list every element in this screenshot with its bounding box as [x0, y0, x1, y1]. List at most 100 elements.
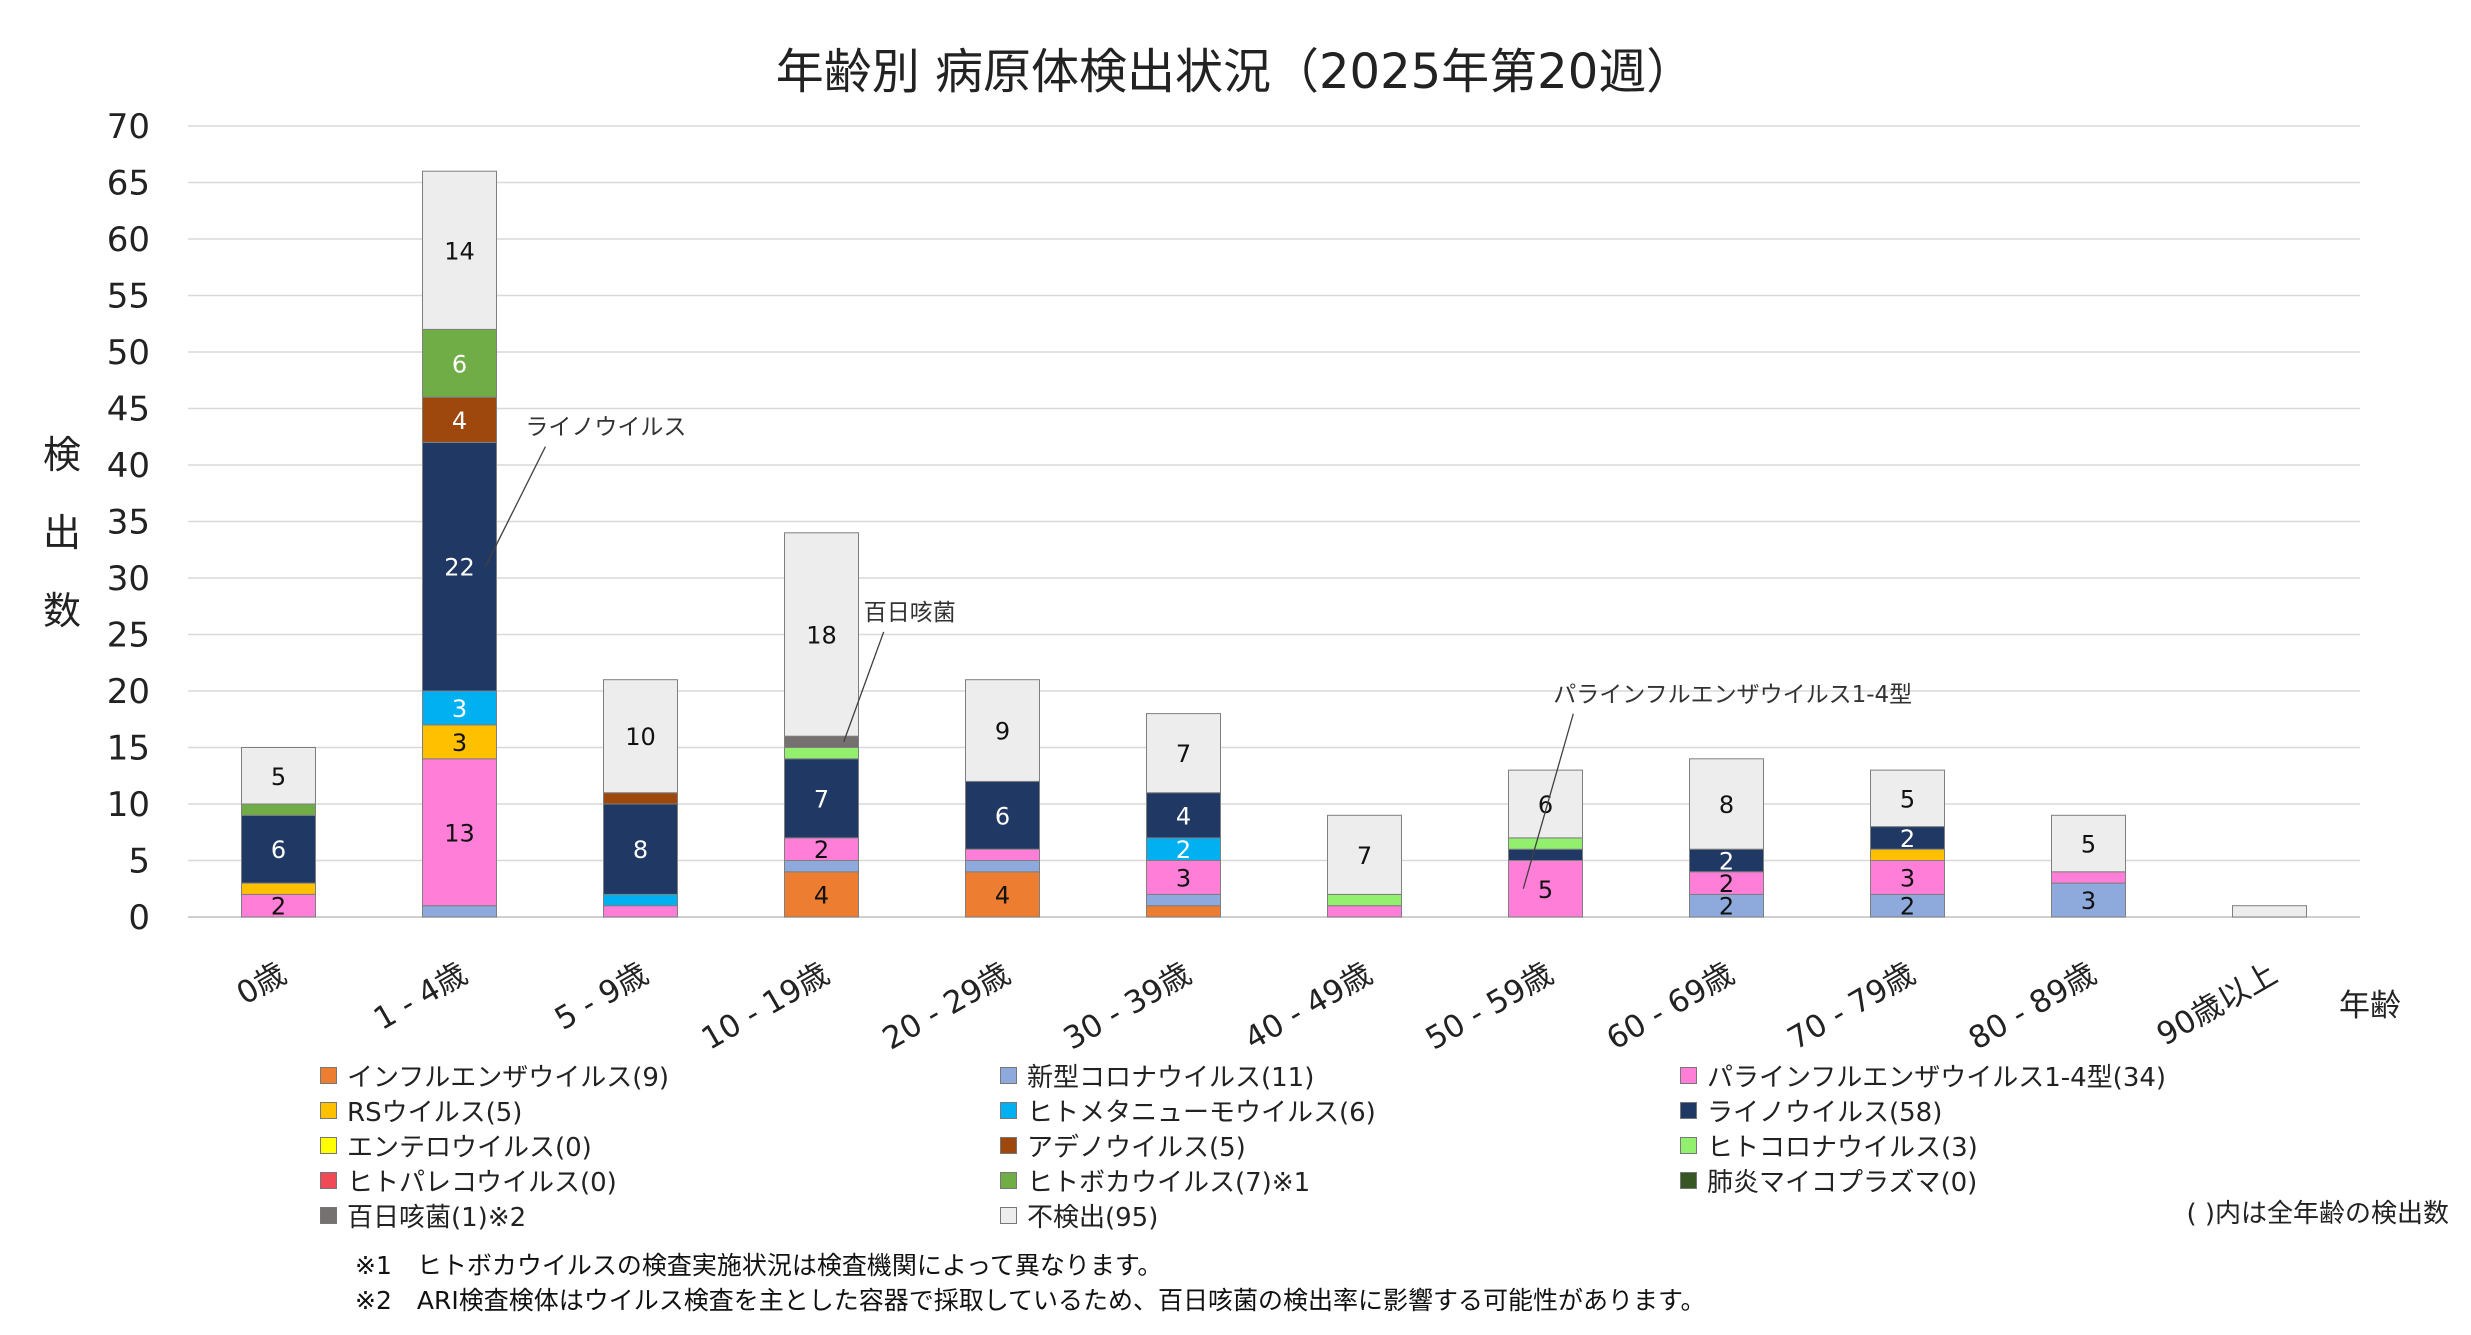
bar-segment	[603, 792, 678, 805]
data-label: 3	[452, 729, 467, 757]
legend-item: 不検出(95)	[1000, 1197, 1158, 1234]
bar-segment	[1327, 905, 1402, 918]
y-tick-label: 0	[128, 898, 150, 938]
legend-swatch	[1000, 1172, 1017, 1189]
bar-segment	[241, 814, 316, 884]
data-label: 6	[452, 350, 467, 378]
y-axis-label: 数	[43, 589, 81, 633]
bar-segment	[1508, 837, 1583, 850]
bar-segment	[422, 758, 497, 907]
x-tick-label: 40 - 49歳	[1239, 956, 1379, 1050]
bar-segment	[784, 532, 859, 737]
bar-segment	[603, 905, 678, 918]
bar-segment	[2051, 814, 2126, 873]
bar-segment	[1146, 792, 1221, 839]
y-axis-label: 検	[43, 433, 81, 477]
legend-swatch	[320, 1067, 337, 1084]
legend-label: ヒトボカウイルス(7)※1	[1027, 1168, 1311, 1198]
legend-label: 不検出(95)	[1027, 1203, 1159, 1233]
bar-segment	[1146, 860, 1221, 895]
data-label: 2	[1900, 825, 1915, 853]
bar-segment	[784, 747, 859, 760]
footnote-2: ※2 ARI検査検体はウイルス検査を主とした容器で採取しているため、百日咳菌の検…	[355, 1286, 1706, 1315]
bar-segment	[784, 735, 859, 749]
legend-item: ヒトメタニューモウイルス(6)	[1000, 1092, 1376, 1129]
bar-segment	[1508, 769, 1583, 839]
y-tick-label: 10	[107, 785, 150, 825]
y-tick-label: 20	[107, 672, 150, 712]
callout-leader	[843, 631, 885, 743]
legend-label: アデノウイルス(5)	[1027, 1133, 1246, 1163]
legend-item: ヒトパレコウイルス(0)	[320, 1162, 617, 1199]
legend-item: エンテロウイルス(0)	[320, 1127, 592, 1164]
bar-segment	[241, 747, 316, 805]
y-tick-label: 55	[107, 277, 150, 317]
legend-label: インフルエンザウイルス(9)	[347, 1063, 670, 1093]
bar-segment	[965, 848, 1040, 862]
data-label: 7	[1176, 740, 1191, 768]
data-label: 4	[995, 881, 1010, 909]
legend-swatch	[1000, 1102, 1017, 1119]
data-label: 13	[444, 819, 475, 847]
bar-segment	[965, 679, 1040, 782]
bar-segment	[2051, 871, 2126, 884]
x-tick-label: 1 - 4歳	[368, 956, 474, 1038]
data-label: 2	[1719, 893, 1734, 921]
data-label: 9	[995, 718, 1010, 746]
y-tick-label: 30	[107, 559, 150, 599]
bar-segment	[1508, 860, 1583, 918]
data-label: 2	[814, 836, 829, 864]
legend-item: アデノウイルス(5)	[1000, 1127, 1246, 1164]
data-label: 3	[452, 695, 467, 723]
bar-segment	[603, 893, 678, 907]
bar-segment	[1508, 848, 1583, 862]
bar-segment	[241, 803, 316, 816]
x-tick-label: 80 - 89歳	[1963, 956, 2103, 1050]
footnote-1: ※1 ヒトボカウイルスの検査実施状況は検査機関によって異なります。	[355, 1251, 1163, 1280]
x-tick-label: 90歳以上	[2151, 956, 2284, 1050]
data-label: 5	[2081, 831, 2096, 859]
legend: インフルエンザウイルス(9) 新型コロナウイルス(11) パラインフルエンザウイルス…	[320, 1057, 2440, 1237]
legend-count-note: ( )内は全年齢の検出数	[2186, 1199, 2449, 1229]
x-tick-label: 5 - 9歳	[549, 956, 655, 1038]
legend-swatch	[320, 1172, 337, 1189]
x-axis-label: 年齢	[2339, 988, 2401, 1024]
data-label: 5	[1538, 876, 1553, 904]
legend-label: 百日咳菌(1)※2	[347, 1203, 527, 1233]
legend-item: 新型コロナウイルス(11)	[1000, 1057, 1314, 1094]
bar-segment	[1689, 758, 1764, 850]
legend-label: ヒトメタニューモウイルス(6)	[1027, 1098, 1376, 1128]
legend-label: パラインフルエンザウイルス1-4型(34)	[1707, 1063, 2167, 1093]
data-label: 22	[444, 554, 475, 582]
legend-label: ライノウイルス(58)	[1707, 1098, 1943, 1128]
chart-title: 年齢別 病原体検出状況（2025年第20週）	[776, 44, 1695, 100]
data-label: 3	[2081, 887, 2096, 915]
bar-segment	[422, 905, 497, 918]
x-tick-label: 70 - 79歳	[1782, 956, 1922, 1050]
callout-label: ライノウイルス	[525, 415, 686, 441]
bar-segment	[603, 679, 678, 794]
legend-swatch	[1680, 1102, 1697, 1119]
legend-item: ヒトコロナウイルス(3)	[1680, 1127, 1978, 1164]
data-label: 2	[1900, 893, 1915, 921]
y-tick-label: 15	[107, 729, 150, 769]
data-label: 5	[271, 763, 286, 791]
data-label: 7	[1357, 842, 1372, 870]
callout-leader	[1522, 713, 1574, 889]
legend-swatch	[1000, 1067, 1017, 1084]
x-tick-label: 0歳	[231, 956, 293, 1013]
bar-segment	[422, 328, 497, 398]
y-tick-label: 45	[107, 390, 150, 430]
bar-segment	[784, 758, 859, 839]
x-tick-label: 30 - 39歳	[1058, 956, 1198, 1050]
bar-segment	[1146, 893, 1221, 907]
y-tick-label: 60	[107, 220, 150, 260]
legend-label: RSウイルス(5)	[347, 1098, 523, 1128]
legend-swatch	[1000, 1207, 1017, 1224]
callout-leader	[484, 446, 546, 567]
legend-swatch	[1680, 1137, 1697, 1154]
legend-swatch	[1680, 1067, 1697, 1084]
bar-segment	[1146, 713, 1221, 794]
data-label: 14	[444, 237, 475, 265]
legend-item: ヒトボカウイルス(7)※1	[1000, 1162, 1310, 1199]
